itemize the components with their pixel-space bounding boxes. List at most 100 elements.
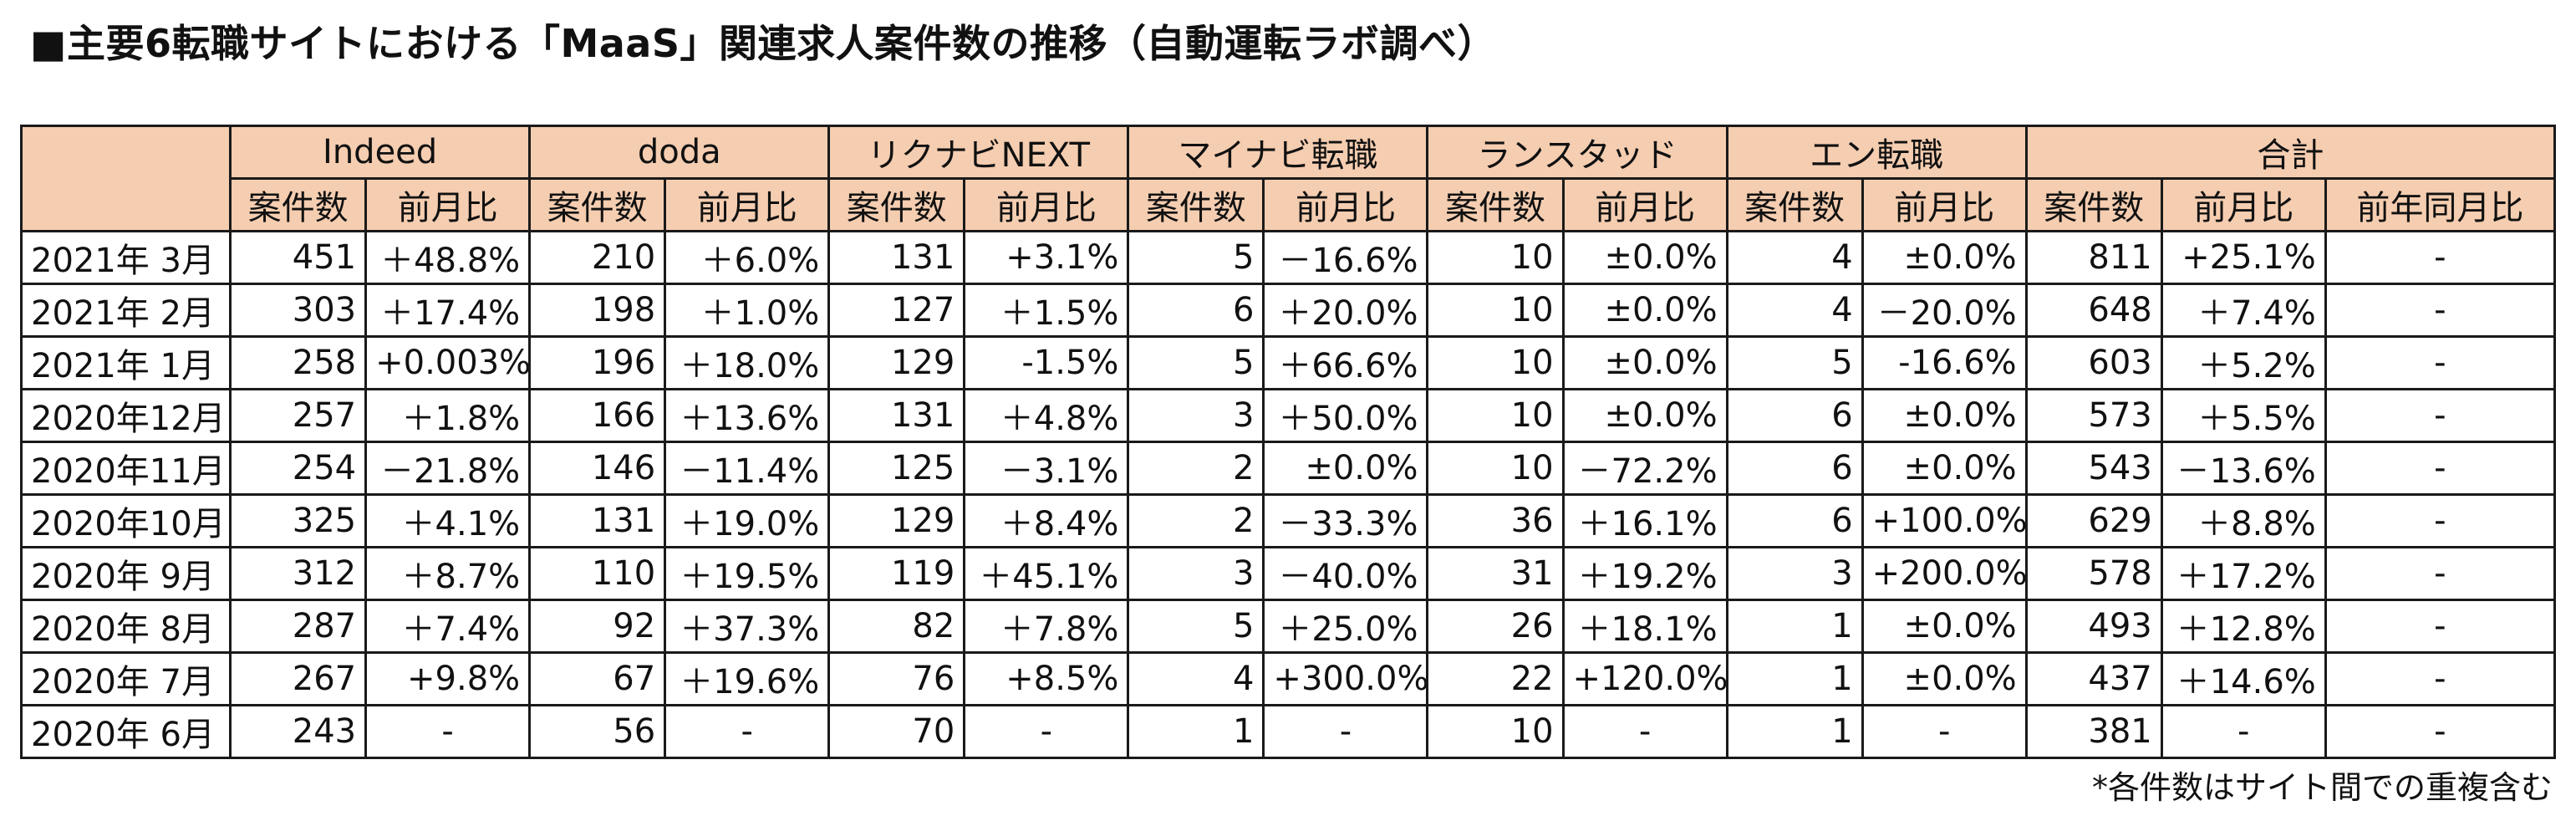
doda-mom-cell: ＋37.3% bbox=[664, 599, 831, 654]
en-mom-cell: ±0.0% bbox=[1861, 599, 2028, 654]
total-mom-cell: - bbox=[2160, 704, 2327, 759]
en-mom-cell: ±0.0% bbox=[1861, 651, 2028, 706]
en-mom-cell: ±0.0% bbox=[1861, 388, 2028, 443]
randstad-count-cell: 10 bbox=[1426, 283, 1565, 338]
period-cell: 2021年 1月 bbox=[19, 335, 232, 390]
total-mom-cell: +25.1% bbox=[2160, 230, 2327, 285]
en-count-cell: 4 bbox=[1725, 230, 1864, 285]
doda-count-cell: 198 bbox=[528, 283, 667, 338]
indeed-count-cell: 267 bbox=[229, 651, 368, 706]
table-row: 2020年12月 257 ＋1.8% 166 ＋13.6% 131 ＋4.8% 3 ＋50.0%… bbox=[19, 388, 2557, 443]
mynavi-mom-cell: ＋25.0% bbox=[1262, 599, 1429, 654]
indeed-mom-cell: +9.8% bbox=[364, 651, 532, 706]
table-row: 2020年 6月 243-56-70-1-10-1-381- - bbox=[19, 704, 2557, 759]
indeed-count-cell: 287 bbox=[229, 599, 368, 654]
table-row: 2020年 7月 267 +9.8% 67 ＋19.6% 76 +8.5% 4 +300.0% 2… bbox=[19, 651, 2557, 706]
mynavi-mom-cell: - bbox=[1262, 704, 1429, 759]
randstad-mom-cell: ±0.0% bbox=[1561, 230, 1728, 285]
total-yoy-cell: - bbox=[2324, 335, 2557, 390]
period-cell: 2020年11月 bbox=[19, 441, 232, 496]
indeed-mom-cell: +0.003% bbox=[364, 335, 532, 390]
subheader-count: 案件数 bbox=[2024, 177, 2163, 232]
table-row: 2020年11月 254 －21.8% 146 －11.4% 125 －3.1% 2 ±0.0%… bbox=[19, 441, 2557, 496]
period-cell: 2021年 2月 bbox=[19, 283, 232, 338]
mynavi-count-cell: 5 bbox=[1127, 599, 1265, 654]
subheader-mom: 前月比 bbox=[2160, 177, 2327, 232]
period-cell: 2020年 8月 bbox=[19, 599, 232, 654]
total-yoy-cell: - bbox=[2324, 283, 2557, 338]
subheader-mom: 前月比 bbox=[963, 177, 1130, 232]
mynavi-count-cell: 2 bbox=[1127, 441, 1265, 496]
period-cell: 2020年 7月 bbox=[19, 651, 232, 706]
mynavi-count-cell: 3 bbox=[1127, 546, 1265, 601]
doda-count-cell: 56 bbox=[528, 704, 667, 759]
randstad-count-cell: 36 bbox=[1426, 493, 1565, 548]
randstad-mom-cell: －72.2% bbox=[1561, 441, 1728, 496]
corner-cell bbox=[19, 125, 232, 232]
subheader-count: 案件数 bbox=[1725, 177, 1864, 232]
rikunabi-mom-cell: ＋1.5% bbox=[963, 283, 1130, 338]
doda-count-cell: 110 bbox=[528, 546, 667, 601]
doda-mom-cell: - bbox=[664, 704, 831, 759]
mynavi-mom-cell: －16.6% bbox=[1262, 230, 1429, 285]
mynavi-count-cell: 5 bbox=[1127, 230, 1265, 285]
mynavi-count-cell: 6 bbox=[1127, 283, 1265, 338]
rikunabi-mom-cell: －3.1% bbox=[963, 441, 1130, 496]
table-row: 2021年 2月 303 ＋17.4% 198 ＋1.0% 127 ＋1.5% 6 ＋20.0%… bbox=[19, 283, 2557, 338]
doda-count-cell: 196 bbox=[528, 335, 667, 390]
group-header-row: Indeed doda リクナビNEXT マイナビ転職 ランスタッド エン転職 … bbox=[19, 125, 2557, 232]
total-yoy-cell: - bbox=[2324, 546, 2557, 601]
subheader-mom: 前月比 bbox=[664, 177, 831, 232]
total-yoy-cell: - bbox=[2324, 599, 2557, 654]
rikunabi-count-cell: 131 bbox=[827, 230, 966, 285]
en-count-cell: 1 bbox=[1725, 704, 1864, 759]
period-cell: 2020年12月 bbox=[19, 388, 232, 443]
total-yoy-cell: - bbox=[2324, 388, 2557, 443]
table-body: 2021年 3月 451 ＋48.8% 210 ＋6.0% 131 +3.1% 5 －16.6%… bbox=[19, 230, 2557, 759]
randstad-count-cell: 10 bbox=[1426, 388, 1565, 443]
subheader-count: 案件数 bbox=[229, 177, 368, 232]
doda-count-cell: 67 bbox=[528, 651, 667, 706]
randstad-count-cell: 22 bbox=[1426, 651, 1565, 706]
rikunabi-mom-cell: -1.5% bbox=[963, 335, 1130, 390]
total-count-cell: 437 bbox=[2024, 651, 2163, 706]
rikunabi-count-cell: 127 bbox=[827, 283, 966, 338]
randstad-count-cell: 10 bbox=[1426, 704, 1565, 759]
page-title: ■主要6転職サイトにおける「MaaS」関連求人案件数の推移（自動運転ラボ調べ） bbox=[30, 21, 1496, 66]
indeed-mom-cell: ＋48.8% bbox=[364, 230, 532, 285]
group-header-rikunabi-next: リクナビNEXT bbox=[827, 125, 1130, 180]
subheader-mom: 前月比 bbox=[1861, 177, 2028, 232]
total-count-cell: 543 bbox=[2024, 441, 2163, 496]
indeed-mom-cell: ＋4.1% bbox=[364, 493, 532, 548]
rikunabi-mom-cell: ＋8.4% bbox=[963, 493, 1130, 548]
mynavi-count-cell: 3 bbox=[1127, 388, 1265, 443]
rikunabi-mom-cell: - bbox=[963, 704, 1130, 759]
rikunabi-mom-cell: +3.1% bbox=[963, 230, 1130, 285]
indeed-count-cell: 451 bbox=[229, 230, 368, 285]
subheader-mom: 前月比 bbox=[364, 177, 532, 232]
mynavi-mom-cell: －33.3% bbox=[1262, 493, 1429, 548]
rikunabi-mom-cell: +8.5% bbox=[963, 651, 1130, 706]
indeed-count-cell: 325 bbox=[229, 493, 368, 548]
indeed-mom-cell: - bbox=[364, 704, 532, 759]
subheader-count: 案件数 bbox=[1127, 177, 1265, 232]
total-count-cell: 811 bbox=[2024, 230, 2163, 285]
sub-header-row: 案件数 前月比 案件数 前月比 案件数 前月比 案件数 前月比 案件数 前月比 … bbox=[22, 177, 2557, 232]
en-mom-cell: -16.6% bbox=[1861, 335, 2028, 390]
total-yoy-cell: - bbox=[2324, 651, 2557, 706]
doda-count-cell: 166 bbox=[528, 388, 667, 443]
mynavi-mom-cell: ＋66.6% bbox=[1262, 335, 1429, 390]
rikunabi-count-cell: 129 bbox=[827, 335, 966, 390]
mynavi-count-cell: 5 bbox=[1127, 335, 1265, 390]
period-cell: 2020年 6月 bbox=[19, 704, 232, 759]
rikunabi-count-cell: 76 bbox=[827, 651, 966, 706]
randstad-mom-cell: ±0.0% bbox=[1561, 335, 1728, 390]
period-cell: 2020年10月 bbox=[19, 493, 232, 548]
total-mom-cell: ＋5.5% bbox=[2160, 388, 2327, 443]
period-cell: 2020年 9月 bbox=[19, 546, 232, 601]
table-row: 2020年10月 325 ＋4.1% 131 ＋19.0% 129 ＋8.4% 2 －33.3%… bbox=[19, 493, 2557, 548]
total-yoy-cell: - bbox=[2324, 493, 2557, 548]
total-mom-cell: ＋17.2% bbox=[2160, 546, 2327, 601]
randstad-mom-cell: ＋19.2% bbox=[1561, 546, 1728, 601]
doda-mom-cell: ＋1.0% bbox=[664, 283, 831, 338]
